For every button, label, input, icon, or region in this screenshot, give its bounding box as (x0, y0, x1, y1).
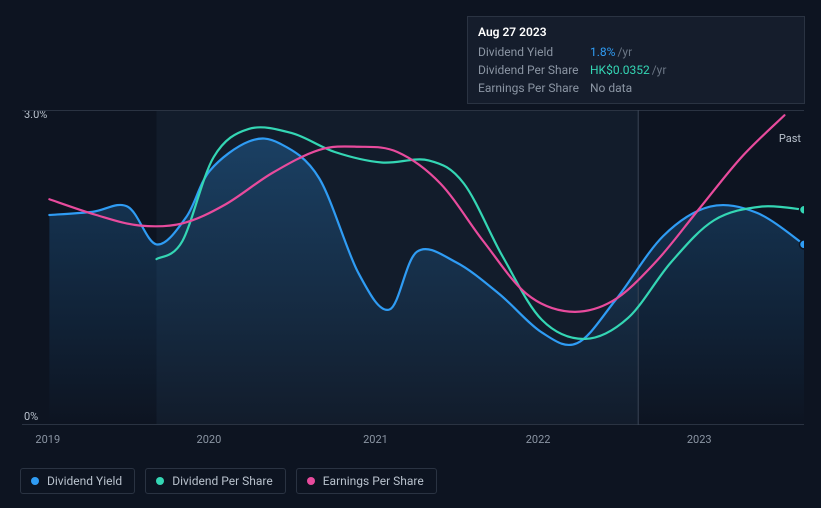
x-tick: 2022 (526, 433, 551, 446)
legend-dot-icon (31, 477, 39, 485)
tooltip-row: Earnings Per ShareNo data (478, 79, 794, 97)
legend-item[interactable]: Dividend Yield (20, 468, 135, 494)
x-tick: 2021 (363, 433, 388, 446)
tooltip-value: HK$0.0352/yr (590, 63, 666, 77)
x-tick: 2019 (35, 433, 60, 446)
legend-item[interactable]: Earnings Per Share (296, 468, 437, 494)
tooltip-label: Dividend Yield (478, 45, 590, 59)
chart-plot[interactable] (22, 110, 804, 425)
legend-label: Dividend Per Share (172, 474, 273, 488)
tooltip-row: Dividend Per ShareHK$0.0352/yr (478, 61, 794, 79)
legend-item[interactable]: Dividend Per Share (145, 468, 286, 494)
tooltip-label: Earnings Per Share (478, 81, 590, 95)
x-tick: 2020 (197, 433, 222, 446)
legend-dot-icon (307, 477, 315, 485)
tooltip-value: 1.8%/yr (590, 45, 632, 59)
x-tick: 2023 (687, 433, 712, 446)
tooltip-value: No data (590, 81, 632, 95)
tooltip: Aug 27 2023 Dividend Yield1.8%/yrDividen… (467, 16, 805, 104)
tooltip-date: Aug 27 2023 (478, 23, 794, 43)
legend-label: Dividend Yield (47, 474, 122, 488)
tooltip-label: Dividend Per Share (478, 63, 590, 77)
x-axis: 2019 2020 2021 2022 2023 (22, 433, 804, 453)
legend-dot-icon (156, 477, 164, 485)
tooltip-row: Dividend Yield1.8%/yr (478, 43, 794, 61)
chart-svg (22, 110, 804, 425)
legend: Dividend Yield Dividend Per Share Earnings… (20, 468, 437, 494)
legend-label: Earnings Per Share (323, 474, 424, 488)
